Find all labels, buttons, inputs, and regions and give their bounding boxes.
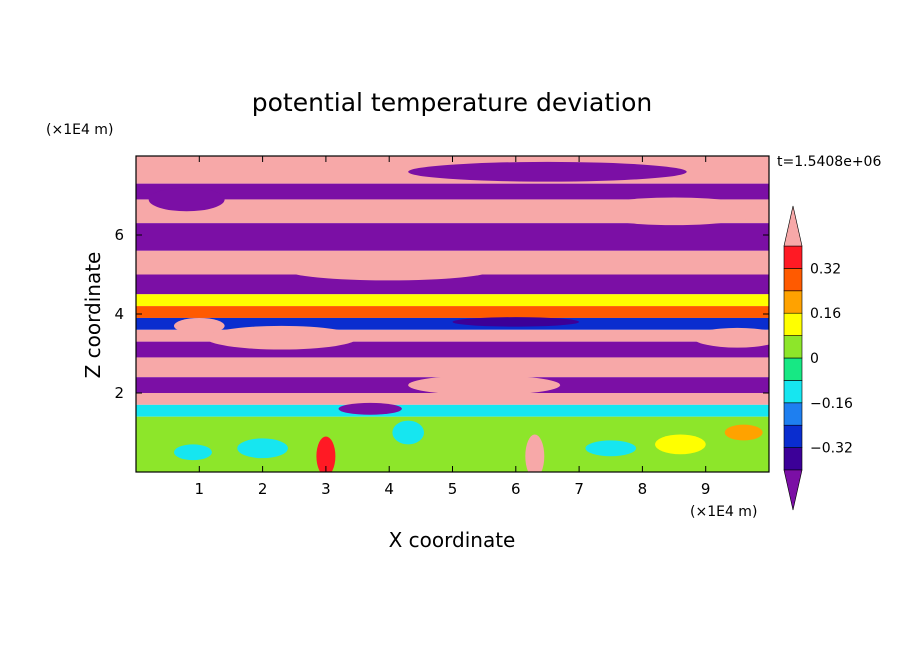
colorbar-segment <box>783 312 803 336</box>
x-tick-label: 8 <box>638 480 648 498</box>
colorbar-segment <box>783 245 803 269</box>
x-axis: 1 2 3 4 5 6 7 8 9 <box>195 156 711 498</box>
field-band <box>136 294 769 307</box>
colorbar-segment <box>783 357 803 381</box>
field-blob <box>205 325 358 350</box>
field-band <box>136 357 769 378</box>
field-blob <box>338 402 402 415</box>
field-blob <box>408 161 687 182</box>
colorbar-segment <box>783 335 803 359</box>
y-tick-label: 2 <box>114 384 124 402</box>
field-blob <box>452 317 580 327</box>
field-band <box>136 404 769 417</box>
field-band <box>136 306 769 318</box>
field-band <box>136 393 769 405</box>
field-blob <box>148 187 225 212</box>
colorbar-segment <box>783 268 803 292</box>
field-blob <box>724 424 763 441</box>
field-band <box>136 329 769 342</box>
x-tick-label: 3 <box>321 480 331 498</box>
field-band <box>136 183 769 200</box>
y-axis-label: Z coordinate <box>81 252 105 379</box>
colorbar-tick-label: −0.16 <box>810 396 853 412</box>
y-axis: 2 4 6 <box>114 226 769 402</box>
chart-title: potential temperature deviation <box>252 88 652 117</box>
x-tick-label: 2 <box>258 480 268 498</box>
field-blob <box>525 434 545 472</box>
field-blob <box>585 440 637 457</box>
field-band <box>136 274 769 295</box>
field-blob <box>408 375 561 395</box>
field-blob <box>287 260 491 281</box>
field-blob <box>655 434 706 455</box>
y-tick-label: 4 <box>114 305 124 323</box>
x-tick-label: 5 <box>448 480 458 498</box>
colorbar-tick-label: 0.32 <box>810 261 841 277</box>
x-axis-label: X coordinate <box>389 528 516 552</box>
field-blob <box>392 420 425 445</box>
field-band <box>136 223 769 251</box>
field-blob <box>173 317 225 334</box>
x-tick-label: 7 <box>574 480 584 498</box>
colorbar-segment <box>783 290 803 314</box>
x-tick-label: 4 <box>384 480 394 498</box>
field-blob <box>585 197 763 226</box>
colorbar-segment <box>783 447 803 471</box>
field-blob <box>237 438 288 459</box>
x-axis-unit: (×1E4 m) <box>690 504 757 520</box>
x-tick-label: 6 <box>511 480 521 498</box>
colorbar-segment <box>783 424 803 448</box>
colorbar-tick-label: 0.16 <box>810 306 841 322</box>
y-axis-unit: (×1E4 m) <box>46 122 113 138</box>
field-blob <box>173 444 212 461</box>
colorbar-segment <box>783 402 803 426</box>
time-label: t=1.5408e+06 <box>777 154 881 170</box>
field-band <box>136 317 769 330</box>
colorbar-segment <box>783 380 803 404</box>
colorbar-arrow-bottom <box>783 469 803 511</box>
field-blob <box>316 436 336 472</box>
y-tick-label: 6 <box>114 226 124 244</box>
colorbar-arrow-top <box>783 205 803 247</box>
x-tick-label: 1 <box>195 480 205 498</box>
colorbar: −0.32 −0.16 0 0.16 0.32 <box>783 205 853 511</box>
colorbar-tick-label: −0.32 <box>810 441 853 457</box>
field-blob <box>693 327 769 348</box>
heatmap-field <box>136 156 769 472</box>
x-tick-label: 9 <box>701 480 711 498</box>
colorbar-tick-label: 0 <box>810 351 819 367</box>
